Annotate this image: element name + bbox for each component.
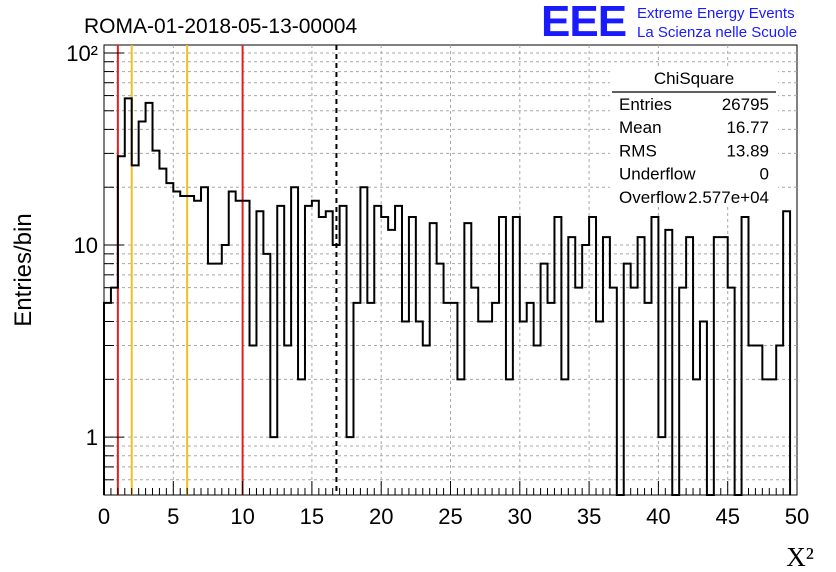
stats-value: 2.577e+04 <box>688 188 769 207</box>
x-tick-label: 30 <box>508 504 532 529</box>
eee-logo-letters: EEE <box>541 0 627 46</box>
chart-title: ROMA-01-2018-05-13-00004 <box>84 15 357 38</box>
stats-label: RMS <box>619 141 657 160</box>
eee-logo: EEE Extreme Energy Events La Scienza nel… <box>541 0 831 46</box>
x-tick-label: 45 <box>715 504 739 529</box>
x-tick-label: 10 <box>230 504 254 529</box>
stats-title: ChiSquare <box>654 69 734 88</box>
y-tick-label: 1 <box>86 425 98 450</box>
stats-box-bg <box>610 66 778 206</box>
stats-label: Entries <box>619 95 672 114</box>
stats-label: Overflow <box>619 188 687 207</box>
marker-lines <box>116 45 338 495</box>
stats-label: Mean <box>619 118 662 137</box>
y-tick-label: 10² <box>66 41 98 66</box>
stats-label: Underflow <box>619 165 696 184</box>
x-axis-label: X² <box>786 542 814 572</box>
eee-logo-line1: Extreme Energy Events <box>637 5 795 22</box>
x-tick-label: 25 <box>438 504 462 529</box>
stats-value: 13.89 <box>726 141 769 160</box>
y-axis-label: Entries/bin <box>10 213 37 326</box>
x-tick-label: 15 <box>300 504 324 529</box>
stats-value: 16.77 <box>726 118 769 137</box>
stats-rows: Entries 26795 Mean 16.77 RMS 13.89 Underflow 0 O… <box>619 95 769 207</box>
x-tick-label: 50 <box>785 504 809 529</box>
stats-box: ChiSquare Entries 26795 Mean 16.77 RMS 13.89 U… <box>610 66 778 207</box>
x-tick-label: 40 <box>646 504 670 529</box>
x-tick-label: 20 <box>369 504 393 529</box>
y-tick-label: 10 <box>74 233 98 258</box>
eee-logo-line2: La Scienza nelle Scuole <box>637 24 798 41</box>
axis-ticks: 0 5 10 15 20 25 30 35 40 45 50 1 10 10² <box>66 41 809 529</box>
histogram-line <box>103 97 792 496</box>
stats-value: 0 <box>760 165 769 184</box>
x-tick-label: 35 <box>577 504 601 529</box>
stats-value: 26795 <box>722 95 769 114</box>
x-tick-label: 0 <box>98 504 110 529</box>
x-tick-label: 5 <box>167 504 179 529</box>
